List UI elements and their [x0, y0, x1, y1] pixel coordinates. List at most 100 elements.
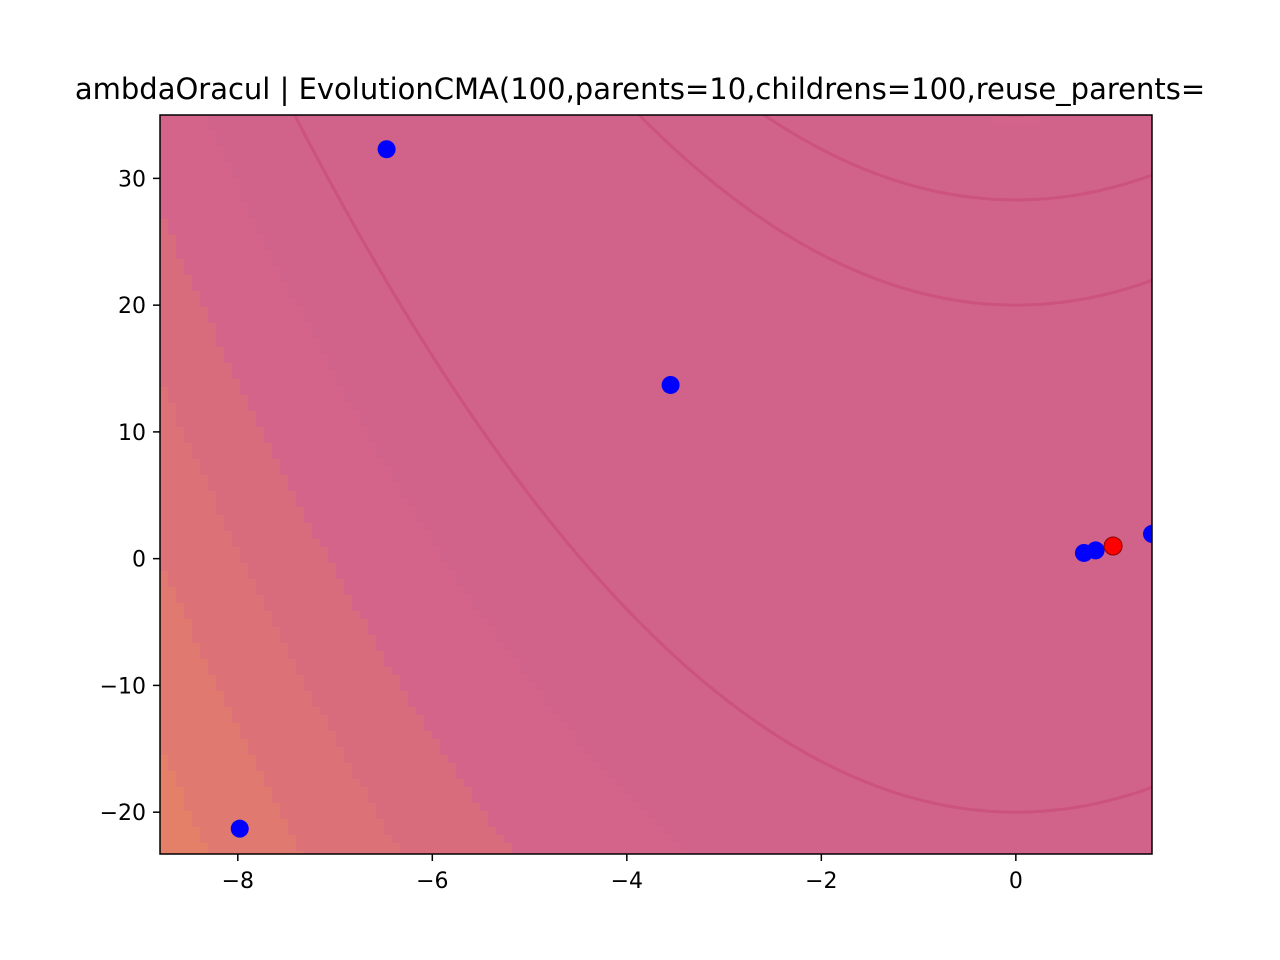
contour-cell — [448, 587, 457, 596]
contour-cell — [160, 419, 169, 428]
contour-cell — [168, 539, 177, 548]
contour-cell — [320, 595, 329, 604]
contour-cell — [512, 667, 521, 676]
contour-cell — [256, 635, 265, 644]
contour-cell — [544, 747, 553, 756]
contour-cell — [168, 347, 177, 356]
contour-cell — [496, 707, 505, 716]
contour-cell — [424, 747, 433, 756]
contour-cell — [352, 691, 361, 700]
contour-cell — [208, 619, 217, 628]
contour-cell — [208, 603, 217, 612]
contour-cell — [368, 787, 377, 796]
contour-cell — [368, 827, 377, 836]
contour-cell — [328, 683, 337, 692]
contour-cell — [208, 499, 217, 508]
contour-cell — [176, 635, 185, 644]
contour-cell — [328, 611, 337, 620]
contour-cell — [312, 539, 321, 548]
contour-cell — [328, 643, 337, 652]
contour-cell — [232, 499, 241, 508]
contour-cell — [168, 187, 177, 196]
contour-cell — [256, 827, 265, 836]
contour-cell — [248, 827, 257, 836]
contour-cell — [392, 643, 401, 652]
contour-cell — [216, 243, 225, 252]
contour-cell — [168, 147, 177, 156]
contour-cell — [368, 451, 377, 460]
contour-cell — [200, 155, 209, 164]
contour-cell — [168, 595, 177, 604]
contour-cell — [224, 307, 233, 316]
contour-cell — [296, 531, 305, 540]
contour-cell — [472, 803, 481, 812]
contour-cell — [216, 267, 225, 276]
contour-cell — [208, 203, 217, 212]
contour-cell — [352, 819, 361, 828]
contour-cell — [512, 659, 521, 668]
contour-cell — [224, 827, 233, 836]
contour-cell — [280, 827, 289, 836]
contour-cell — [192, 707, 201, 716]
contour-cell — [456, 643, 465, 652]
contour-cell — [336, 747, 345, 756]
contour-cell — [160, 259, 169, 268]
contour-cell — [344, 483, 353, 492]
contour-cell — [232, 467, 241, 476]
contour-cell — [216, 419, 225, 428]
contour-cell — [336, 843, 345, 852]
contour-cell — [328, 443, 337, 452]
contour-cell — [280, 747, 289, 756]
contour-cell — [328, 451, 337, 460]
contour-cell — [168, 779, 177, 788]
contour-cell — [416, 547, 425, 556]
contour-cell — [464, 803, 473, 812]
contour-cell — [208, 179, 217, 188]
contour-cell — [192, 379, 201, 388]
contour-cell — [248, 379, 257, 388]
contour-cell — [384, 819, 393, 828]
contour-cell — [576, 755, 585, 764]
contour-cell — [360, 451, 369, 460]
contour-cell — [184, 147, 193, 156]
contour-cell — [272, 723, 281, 732]
contour-cell — [456, 747, 465, 756]
contour-cell — [384, 475, 393, 484]
contour-cell — [208, 163, 217, 172]
contour-cell — [304, 523, 313, 532]
contour-cell — [248, 819, 257, 828]
contour-cell — [216, 651, 225, 660]
contour-cell — [544, 851, 553, 854]
contour-cell — [304, 491, 313, 500]
contour-cell — [504, 803, 513, 812]
contour-cell — [520, 811, 529, 820]
contour-cell — [336, 683, 345, 692]
contour-cell — [456, 587, 465, 596]
contour-cell — [216, 803, 225, 812]
contour-cell — [584, 851, 593, 854]
contour-cell — [248, 499, 257, 508]
chart-title: ambdaOracul | EvolutionCMA(100,parents=1… — [75, 72, 1205, 106]
contour-cell — [160, 547, 169, 556]
contour-cell — [176, 267, 185, 276]
contour-cell — [512, 843, 521, 852]
contour-cell — [472, 779, 481, 788]
contour-cell — [168, 467, 177, 476]
contour-cell — [272, 339, 281, 348]
contour-cell — [328, 699, 337, 708]
contour-cell — [256, 603, 265, 612]
contour-cell — [264, 819, 273, 828]
contour-cell — [328, 603, 337, 612]
contour-cell — [608, 779, 617, 788]
contour-cell — [408, 515, 417, 524]
contour-cell — [176, 459, 185, 468]
contour-cell — [184, 419, 193, 428]
contour-cell — [512, 779, 521, 788]
contour-cell — [264, 563, 273, 572]
contour-cell — [456, 779, 465, 788]
contour-cell — [216, 691, 225, 700]
contour-cell — [480, 627, 489, 636]
contour-cell — [184, 475, 193, 484]
contour-cell — [168, 635, 177, 644]
contour-cell — [192, 579, 201, 588]
